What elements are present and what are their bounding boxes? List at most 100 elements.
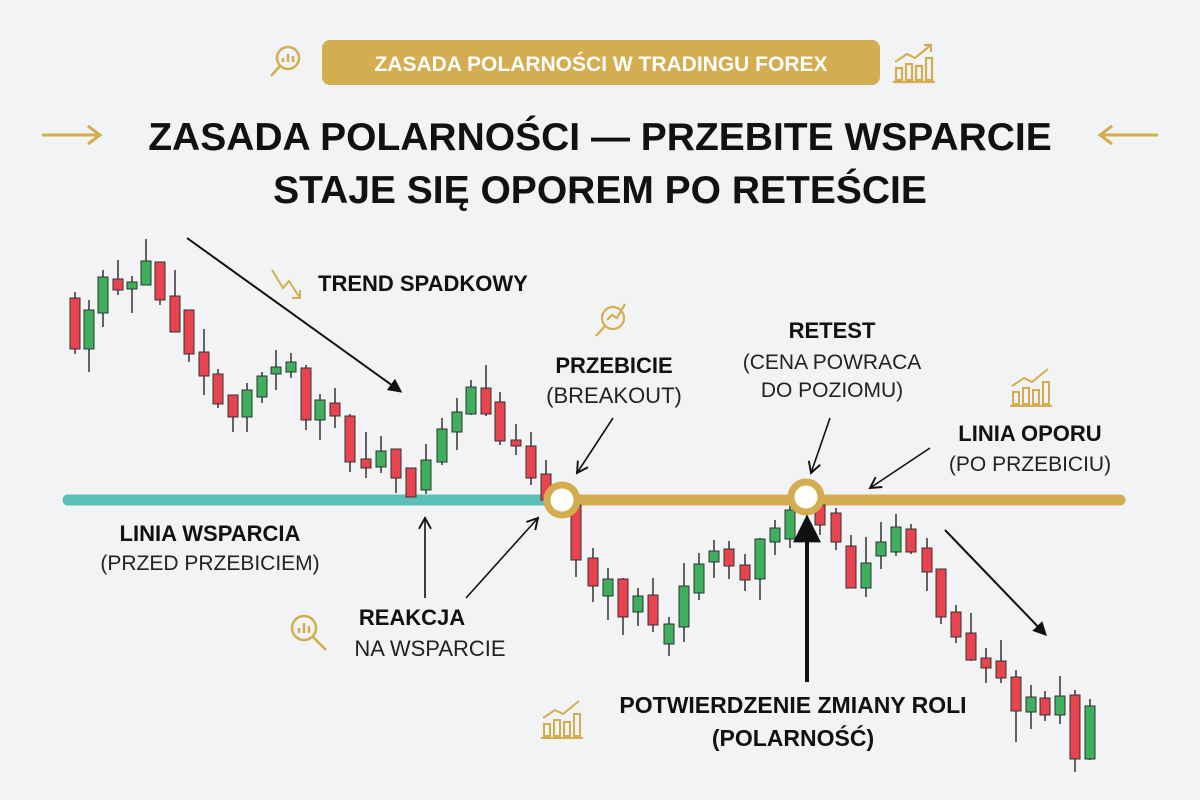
candle-body [754,538,766,580]
candle-body [1069,694,1081,760]
zigzag-down-icon [271,269,301,299]
candle-body [140,260,152,286]
bearish-candle [198,329,210,395]
candle-body [375,450,387,468]
bullish-candle [632,588,644,626]
candle-body [390,448,402,479]
bullish-candle [436,418,448,465]
bearish-candle [183,309,195,362]
bullish-candle [708,540,720,578]
candle-body [241,389,253,418]
bullish-candle [256,372,268,403]
bar-chart-up-icon [893,43,935,84]
candle-body [69,297,81,350]
candle-body [708,550,720,563]
bullish-candle [1025,685,1037,729]
candle-body [921,547,933,573]
breakout-arrow [575,417,614,475]
candle-body [1054,695,1066,716]
bearish-candle [525,432,537,485]
bullish-candle [314,394,326,440]
bearish-candle [905,524,917,554]
retest-arrow [807,417,831,475]
bullish-candle [465,380,477,415]
bullish-candle [241,383,253,432]
candle-body [663,623,675,645]
breakout-title: PRZEBICIE [555,353,672,378]
bearish-candle [112,260,124,295]
candle-body [212,373,224,405]
candle-body [1025,696,1037,713]
bearish-candle [480,365,492,416]
continuation-arrow [944,529,1047,637]
bearish-candle [1010,670,1022,742]
bearish-candle [845,535,857,589]
bearish-candle [965,613,977,661]
bearish-candle [921,538,933,591]
support-title: LINIA WSPARCIA [120,521,301,546]
banner-label: ZASADA POLARNOŚCI W TRADINGU FOREX [374,52,827,76]
candle-body [980,657,992,669]
candle-body [617,578,629,618]
bearish-candle [227,394,239,432]
bearish-candle [647,578,659,632]
bullish-candle [285,353,297,378]
bearish-candle [300,365,312,430]
candle-body [183,309,195,355]
bearish-candle [405,467,417,498]
candle-body [784,509,796,540]
bullish-candle [860,537,872,597]
bearish-candle [950,605,962,643]
breakout-point-marker [543,481,581,519]
bearish-candle [723,541,735,579]
bearish-candle [995,640,1007,683]
bullish-candle [126,276,138,313]
resistance-subtitle: (PO PRZEBICIU) [949,453,1111,476]
candle-body [154,261,166,301]
bearish-candle [360,432,372,478]
candle-body [647,594,659,626]
reaction-subtitle: NA WSPARCIE [354,636,505,661]
magnifier-chart-icon [270,45,301,77]
candle-body [300,367,312,421]
candlestick-series [69,239,1096,772]
candle-body [198,351,210,377]
bullish-candle [890,514,902,556]
candle-body [510,439,522,447]
candle-body [451,411,463,433]
trend-label: TREND SPADKOWY [318,271,528,296]
bullish-candle [97,270,109,327]
bearish-candle [980,648,992,683]
bearish-candle [344,414,356,472]
retest-title: RETEST [789,318,876,343]
bearish-candle [587,548,599,602]
candle-body [965,632,977,661]
candle-body [845,545,857,589]
candle-body [1039,697,1051,716]
bearish-candle [69,292,81,354]
confirmation-subtitle: (POLARNOŚĆ) [712,724,874,751]
candle-body [525,445,537,479]
candle-body [112,278,124,291]
candle-body [420,459,432,491]
candle-body [678,585,690,628]
bullish-candle [1084,699,1096,760]
bearish-candle [390,448,402,493]
candle-body [97,276,109,314]
bearish-candle [617,578,629,635]
bearish-candle [154,261,166,305]
candle-body [935,568,947,618]
candle-body [890,526,902,553]
bearish-candle [494,392,506,445]
bullish-candle [754,538,766,600]
bullish-candle [140,239,152,286]
candle-body [769,527,781,543]
bearish-candle [212,369,224,408]
magnifier-chart-icon [595,303,626,337]
bullish-candle [678,563,690,642]
page-title: ZASADA POLARNOŚCI — PRZEBITE WSPARCIE ST… [42,115,1158,212]
bearish-candle [935,568,947,624]
candle-body [169,295,181,333]
bearish-candle [1069,690,1081,772]
